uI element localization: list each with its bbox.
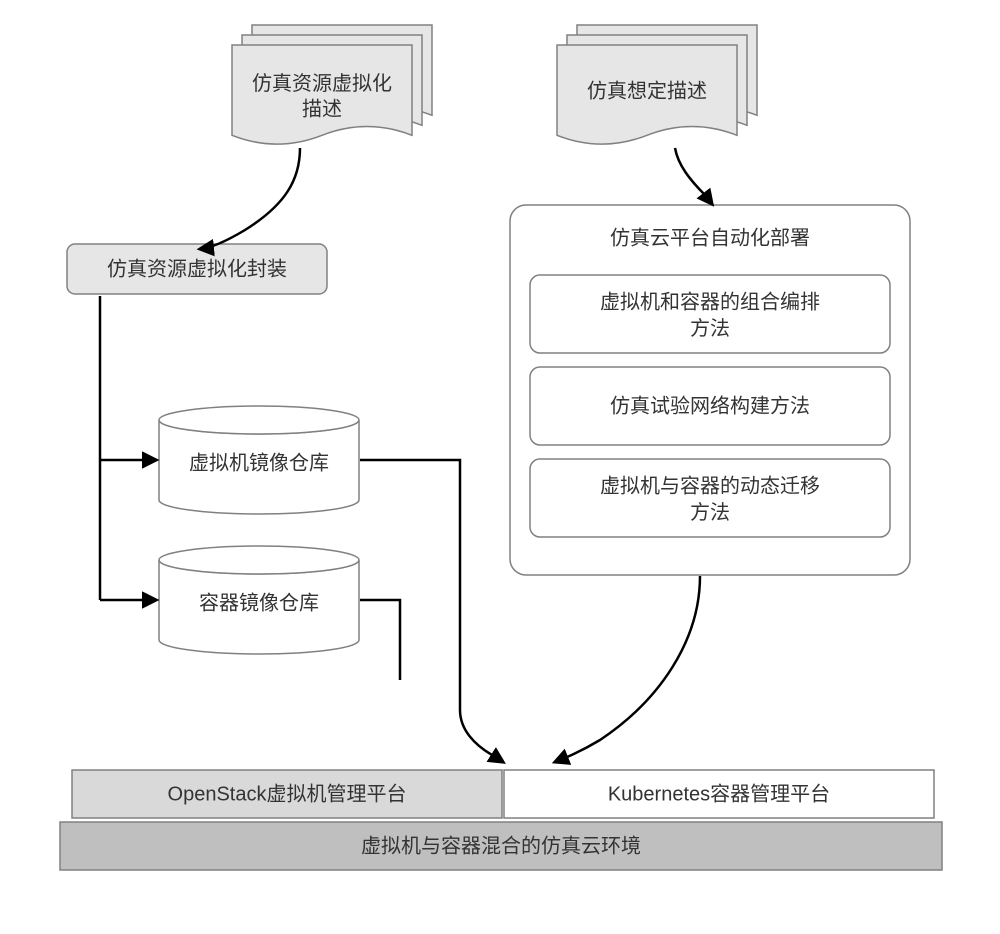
svg-text:方法: 方法 (690, 317, 730, 340)
env-bar: 虚拟机与容器混合的仿真云环境 (60, 822, 942, 870)
cylinder-vm-image-repo: 虚拟机镜像仓库 (159, 406, 359, 514)
svg-text:仿真资源虚拟化封装: 仿真资源虚拟化封装 (107, 257, 287, 280)
auto-deploy-item-0 (530, 275, 890, 353)
svg-text:容器镜像仓库: 容器镜像仓库 (199, 591, 319, 614)
arrow-doc-to-encap (200, 148, 300, 249)
svg-text:OpenStack虚拟机管理平台: OpenStack虚拟机管理平台 (168, 782, 407, 805)
svg-text:仿真试验网络构建方法: 仿真试验网络构建方法 (610, 394, 810, 417)
svg-text:虚拟机与容器混合的仿真云环境: 虚拟机与容器混合的仿真云环境 (361, 834, 641, 857)
svg-text:仿真资源虚拟化: 仿真资源虚拟化 (252, 72, 392, 95)
svg-text:虚拟机与容器的动态迁移: 虚拟机与容器的动态迁移 (600, 474, 820, 497)
svg-text:方法: 方法 (690, 501, 730, 524)
svg-text:虚拟机和容器的组合编排: 虚拟机和容器的组合编排 (600, 290, 820, 313)
openstack-bar: OpenStack虚拟机管理平台 (72, 770, 502, 818)
doc-resource-virtualization: 仿真资源虚拟化描述 (232, 25, 432, 144)
arrow-doc-to-panel (675, 148, 712, 204)
encapsulate-box: 仿真资源虚拟化封装 (67, 244, 327, 294)
svg-text:描述: 描述 (302, 97, 342, 120)
cylinder-container-image-repo: 容器镜像仓库 (159, 546, 359, 654)
auto-deploy-item-2 (530, 459, 890, 537)
svg-text:Kubernetes容器管理平台: Kubernetes容器管理平台 (608, 782, 830, 805)
kubernetes-bar: Kubernetes容器管理平台 (504, 770, 934, 818)
svg-text:仿真想定描述: 仿真想定描述 (587, 80, 707, 103)
doc-scenario-description: 仿真想定描述 (557, 25, 757, 144)
arrow-container-merge (360, 600, 400, 680)
svg-text:虚拟机镜像仓库: 虚拟机镜像仓库 (189, 451, 329, 474)
arrow-panel-to-bottom (555, 576, 700, 762)
svg-text:仿真云平台自动化部署: 仿真云平台自动化部署 (610, 226, 810, 249)
auto-deploy-panel: 仿真云平台自动化部署虚拟机和容器的组合编排方法仿真试验网络构建方法虚拟机与容器的… (510, 205, 910, 575)
arrow-repos-to-bottom (360, 460, 503, 762)
